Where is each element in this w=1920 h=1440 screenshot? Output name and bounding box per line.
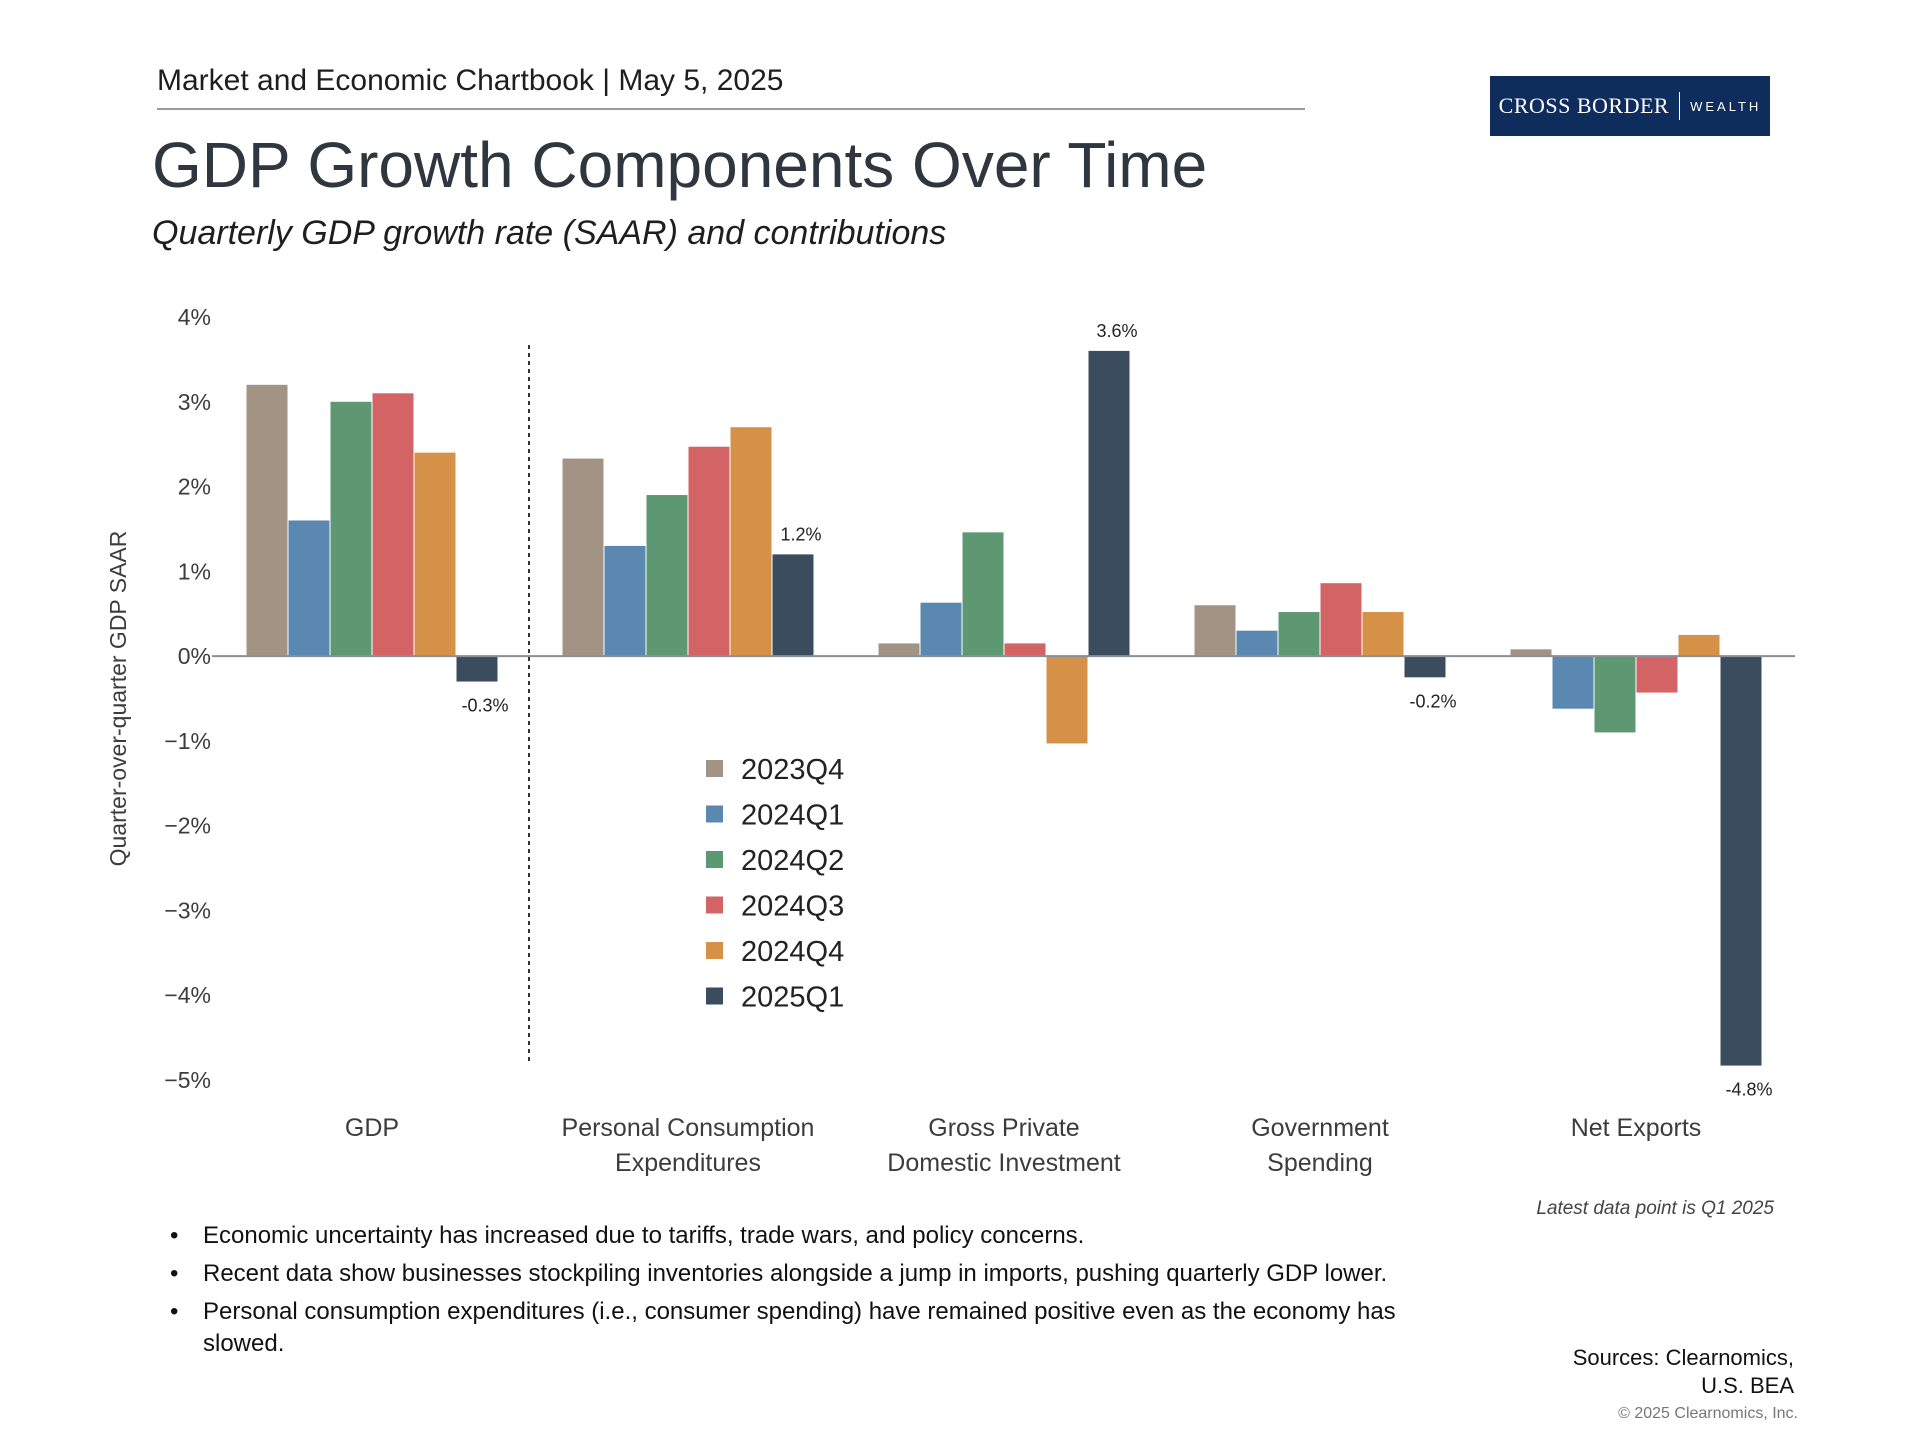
y-tick-label: −3% <box>164 897 211 923</box>
bar-2024q1 <box>1236 630 1278 657</box>
x-category-label: Expenditures <box>615 1149 761 1177</box>
page-title: GDP Growth Components Over Time <box>152 129 1208 201</box>
page-subtitle: Quarterly GDP growth rate (SAAR) and con… <box>152 214 947 252</box>
bar-2023q4 <box>1510 649 1552 657</box>
latest-data-note: Latest data point is Q1 2025 <box>1536 1198 1774 1219</box>
legend-swatch <box>706 805 723 823</box>
legend-label: 2024Q2 <box>741 845 844 877</box>
bar-2024q3 <box>688 446 730 657</box>
logo-separator <box>1679 92 1681 120</box>
commentary-bullet: Recent data show businesses stockpiling … <box>170 1258 1400 1290</box>
bar-2024q2 <box>962 532 1004 657</box>
y-tick-label: −5% <box>164 1067 211 1093</box>
bar-2024q2 <box>1594 656 1636 733</box>
bar-2023q4 <box>562 458 604 657</box>
legend-swatch <box>706 851 723 868</box>
data-label: -0.2% <box>1409 691 1456 711</box>
legend-swatch <box>706 760 723 777</box>
x-category-label: Government <box>1251 1114 1389 1142</box>
bar-2024q4 <box>414 452 456 657</box>
bar-2024q3 <box>372 393 414 657</box>
x-category-label: Net Exports <box>1571 1114 1702 1142</box>
bar-2025q1 <box>1404 656 1446 678</box>
bar-2023q4 <box>878 643 920 657</box>
legend-label: 2024Q4 <box>741 936 844 968</box>
legend-label: 2025Q1 <box>741 982 844 1014</box>
data-label: 3.6% <box>1096 321 1137 341</box>
legend-label: 2024Q1 <box>741 800 844 832</box>
bar-2024q2 <box>1278 612 1320 657</box>
bar-2024q4 <box>730 427 772 657</box>
y-tick-label: −1% <box>164 728 211 754</box>
bar-2024q4 <box>1046 656 1088 744</box>
y-tick-label: 3% <box>178 389 211 415</box>
y-tick-label: −4% <box>164 982 211 1008</box>
logo-sub-text: WEALTH <box>1690 98 1762 114</box>
bar-2024q1 <box>1552 656 1594 709</box>
legend-label: 2023Q4 <box>741 754 844 786</box>
bar-2023q4 <box>1194 605 1236 657</box>
commentary-list: Economic uncertainty has increased due t… <box>170 1220 1400 1366</box>
y-tick-label: 1% <box>178 558 211 584</box>
y-tick-label: 2% <box>178 474 211 500</box>
bar-2025q1 <box>456 656 498 682</box>
bar-2024q1 <box>920 602 962 657</box>
x-category-label: GDP <box>345 1114 399 1142</box>
bar-2025q1 <box>772 554 814 657</box>
bar-2024q3 <box>1636 656 1678 693</box>
bar-2024q1 <box>288 520 330 657</box>
y-tick-label: 4% <box>178 304 211 330</box>
y-tick-label: 0% <box>178 643 211 669</box>
legend-swatch <box>706 942 723 959</box>
x-category-label: Spending <box>1267 1149 1373 1177</box>
data-label: -4.8% <box>1725 1080 1772 1100</box>
sources: Sources: Clearnomics, U.S. BEA <box>1573 1344 1794 1400</box>
brand-logo: CROSS BORDER WEALTH <box>1490 76 1770 136</box>
bar-2024q2 <box>646 495 688 657</box>
y-tick-label: −2% <box>164 813 211 839</box>
copyright: © 2025 Clearnomics, Inc. <box>1618 1405 1798 1422</box>
bar-2023q4 <box>246 384 288 657</box>
commentary-bullet: Personal consumption expenditures (i.e.,… <box>170 1296 1400 1360</box>
x-category-label: Domestic Investment <box>887 1149 1120 1177</box>
header-divider <box>157 108 1305 110</box>
y-axis-label: Quarter-over-quarter GDP SAAR <box>105 531 131 867</box>
logo-main-text: CROSS BORDER <box>1498 93 1670 118</box>
bar-2024q4 <box>1678 634 1720 657</box>
commentary-bullet: Economic uncertainty has increased due t… <box>170 1220 1400 1252</box>
sources-line: U.S. BEA <box>1701 1373 1794 1398</box>
data-label: 1.2% <box>780 524 821 544</box>
data-label: -0.3% <box>461 696 508 716</box>
bar-2025q1 <box>1720 656 1762 1066</box>
x-category-label: Personal Consumption <box>562 1114 815 1142</box>
bar-2025q1 <box>1088 350 1130 657</box>
gdp-components-chart: Quarter-over-quarter GDP SAAR 4% 3% 2% 1% 0% −… <box>105 304 1795 1177</box>
bar-2024q3 <box>1320 583 1362 657</box>
sources-line: Sources: Clearnomics, <box>1572 1345 1794 1370</box>
legend-swatch <box>706 987 723 1005</box>
bar-2024q1 <box>604 545 646 657</box>
x-category-label: Gross Private <box>928 1114 1079 1142</box>
chartbook-header: Market and Economic Chartbook | May 5, 2… <box>157 64 784 97</box>
bar-2024q2 <box>330 401 372 657</box>
bar-2024q4 <box>1362 612 1404 657</box>
legend-label: 2024Q3 <box>741 891 844 923</box>
bar-2024q3 <box>1004 643 1046 657</box>
legend-swatch <box>706 896 723 914</box>
